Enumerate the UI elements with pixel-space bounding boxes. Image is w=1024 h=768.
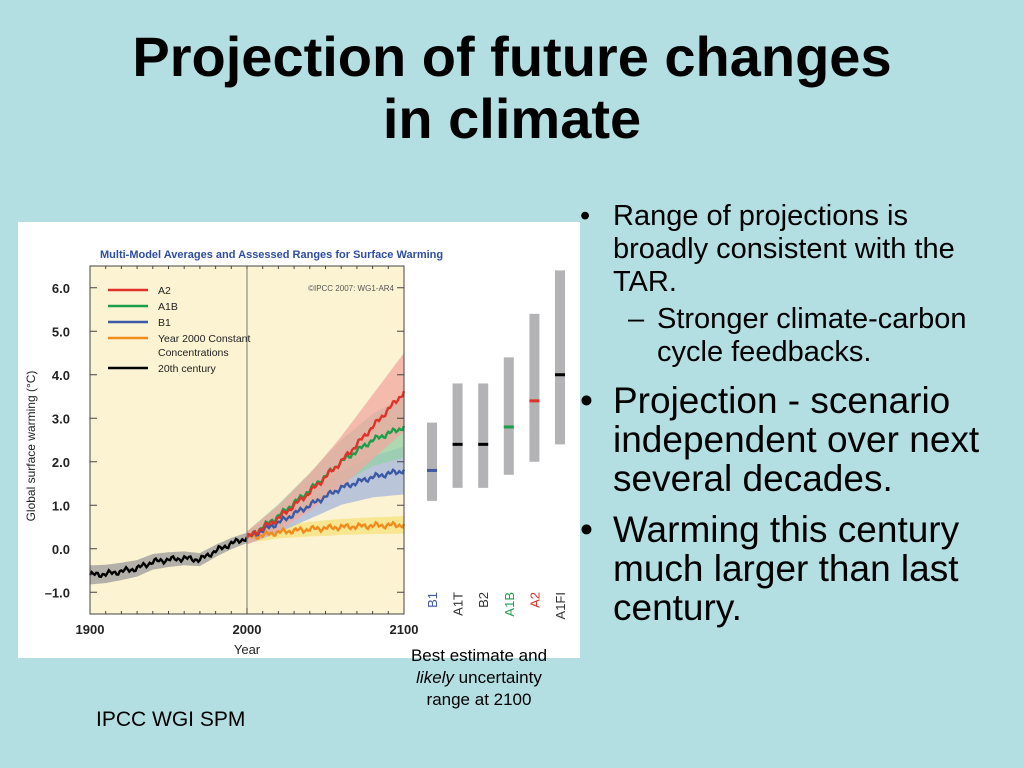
best-estimate-b1 [427,468,437,472]
legend-label: Concentrations [158,347,229,359]
bullet-3-text: Warming this century much larger than la… [613,509,960,628]
figure-panel: Multi-Model Averages and Assessed Ranges… [18,222,580,658]
legend-label: B1 [158,317,171,329]
sub-bullet-dash: – [628,303,645,335]
bullet-2-text: Projection - scenario independent over n… [613,380,980,499]
range-bar-a2 [529,313,540,462]
title-line-2: in climate [382,87,642,150]
bullet-dot: • [580,200,591,232]
y-tick-label: 5.0 [52,324,70,339]
legend-label: 20th century [158,363,217,375]
range-bar-a1b [503,357,514,475]
range-note: Best estimate and likely uncertainty ran… [408,645,550,711]
x-tick-label: 1900 [76,622,105,637]
bullet-1: • Range of projections is broadly consis… [580,200,1010,299]
y-axis-label: Global surface warming (°C) [24,371,38,522]
x-tick-label: 2000 [233,622,262,637]
best-estimate-a2 [529,399,540,403]
range-bar-a1t [452,383,463,488]
bullet-list: • Range of projections is broadly consis… [580,200,1010,627]
line-20th-century [88,536,249,579]
line-b1 [245,468,406,539]
source-label: IPCC WGI SPM [96,708,246,731]
bullet-2: • Projection - scenario independent over… [580,381,1010,498]
y-tick-label: –1.0 [45,585,70,600]
slide-title: Projection of future changes in climate [0,26,1024,150]
title-line-1: Projection of future changes [132,25,892,88]
chart-copyright: ©IPCC 2007: WG1-AR4 [308,284,394,293]
scenario-label-a1t: A1T [451,592,466,616]
scenario-label-b1: B1 [425,592,440,608]
x-axis-label: Year [234,642,261,657]
scenario-label-a2: A2 [527,592,542,608]
best-estimate-a1fi [555,373,565,377]
sub-bullet-1-text: Stronger climate-carbon cycle feedbacks. [657,303,967,368]
y-tick-label: 3.0 [52,411,70,426]
bullet-3: • Warming this century much larger than … [580,510,1010,627]
scenario-label-b2: B2 [476,592,491,608]
y-tick-label: 2.0 [52,455,70,470]
y-tick-label: 1.0 [52,498,70,513]
y-tick-label: 0.0 [52,542,70,557]
chart-title: Multi-Model Averages and Assessed Ranges… [100,249,443,261]
scenario-label-a1b: A1B [502,592,517,617]
note-italic: likely [416,668,454,687]
legend-label: A1B [158,301,178,313]
best-estimate-b2 [478,442,489,446]
x-tick-label: 2100 [390,622,419,637]
best-estimate-a1t [452,442,463,446]
legend-label: Year 2000 Constant [158,333,251,345]
range-bar-b1 [427,422,437,501]
scenario-label-a1fi: A1FI [553,592,568,619]
note-part-2: uncertainty range at 2100 [426,668,542,709]
y-tick-label: 6.0 [52,281,70,296]
bullet-1-text: Range of projections is broadly consiste… [613,200,955,298]
range-bar-a1fi [555,270,565,445]
bullet-dot: • [580,380,593,421]
bullet-dot: • [580,509,593,550]
y-tick-label: 4.0 [52,368,70,383]
best-estimate-a1b [503,425,514,429]
band-year-2000-constant-concentrations [247,516,404,544]
line-a2 [245,390,406,539]
range-bar-b2 [478,383,489,488]
sub-bullet-1: – Stronger climate-carbon cycle feedback… [580,303,1010,369]
legend-label: A2 [158,285,171,297]
line-year-2000-constant-concentrations [245,520,406,540]
band-a2 [247,353,404,545]
note-part-1: Best estimate and [410,646,548,665]
warming-chart: Multi-Model Averages and Assessed Ranges… [24,249,568,657]
